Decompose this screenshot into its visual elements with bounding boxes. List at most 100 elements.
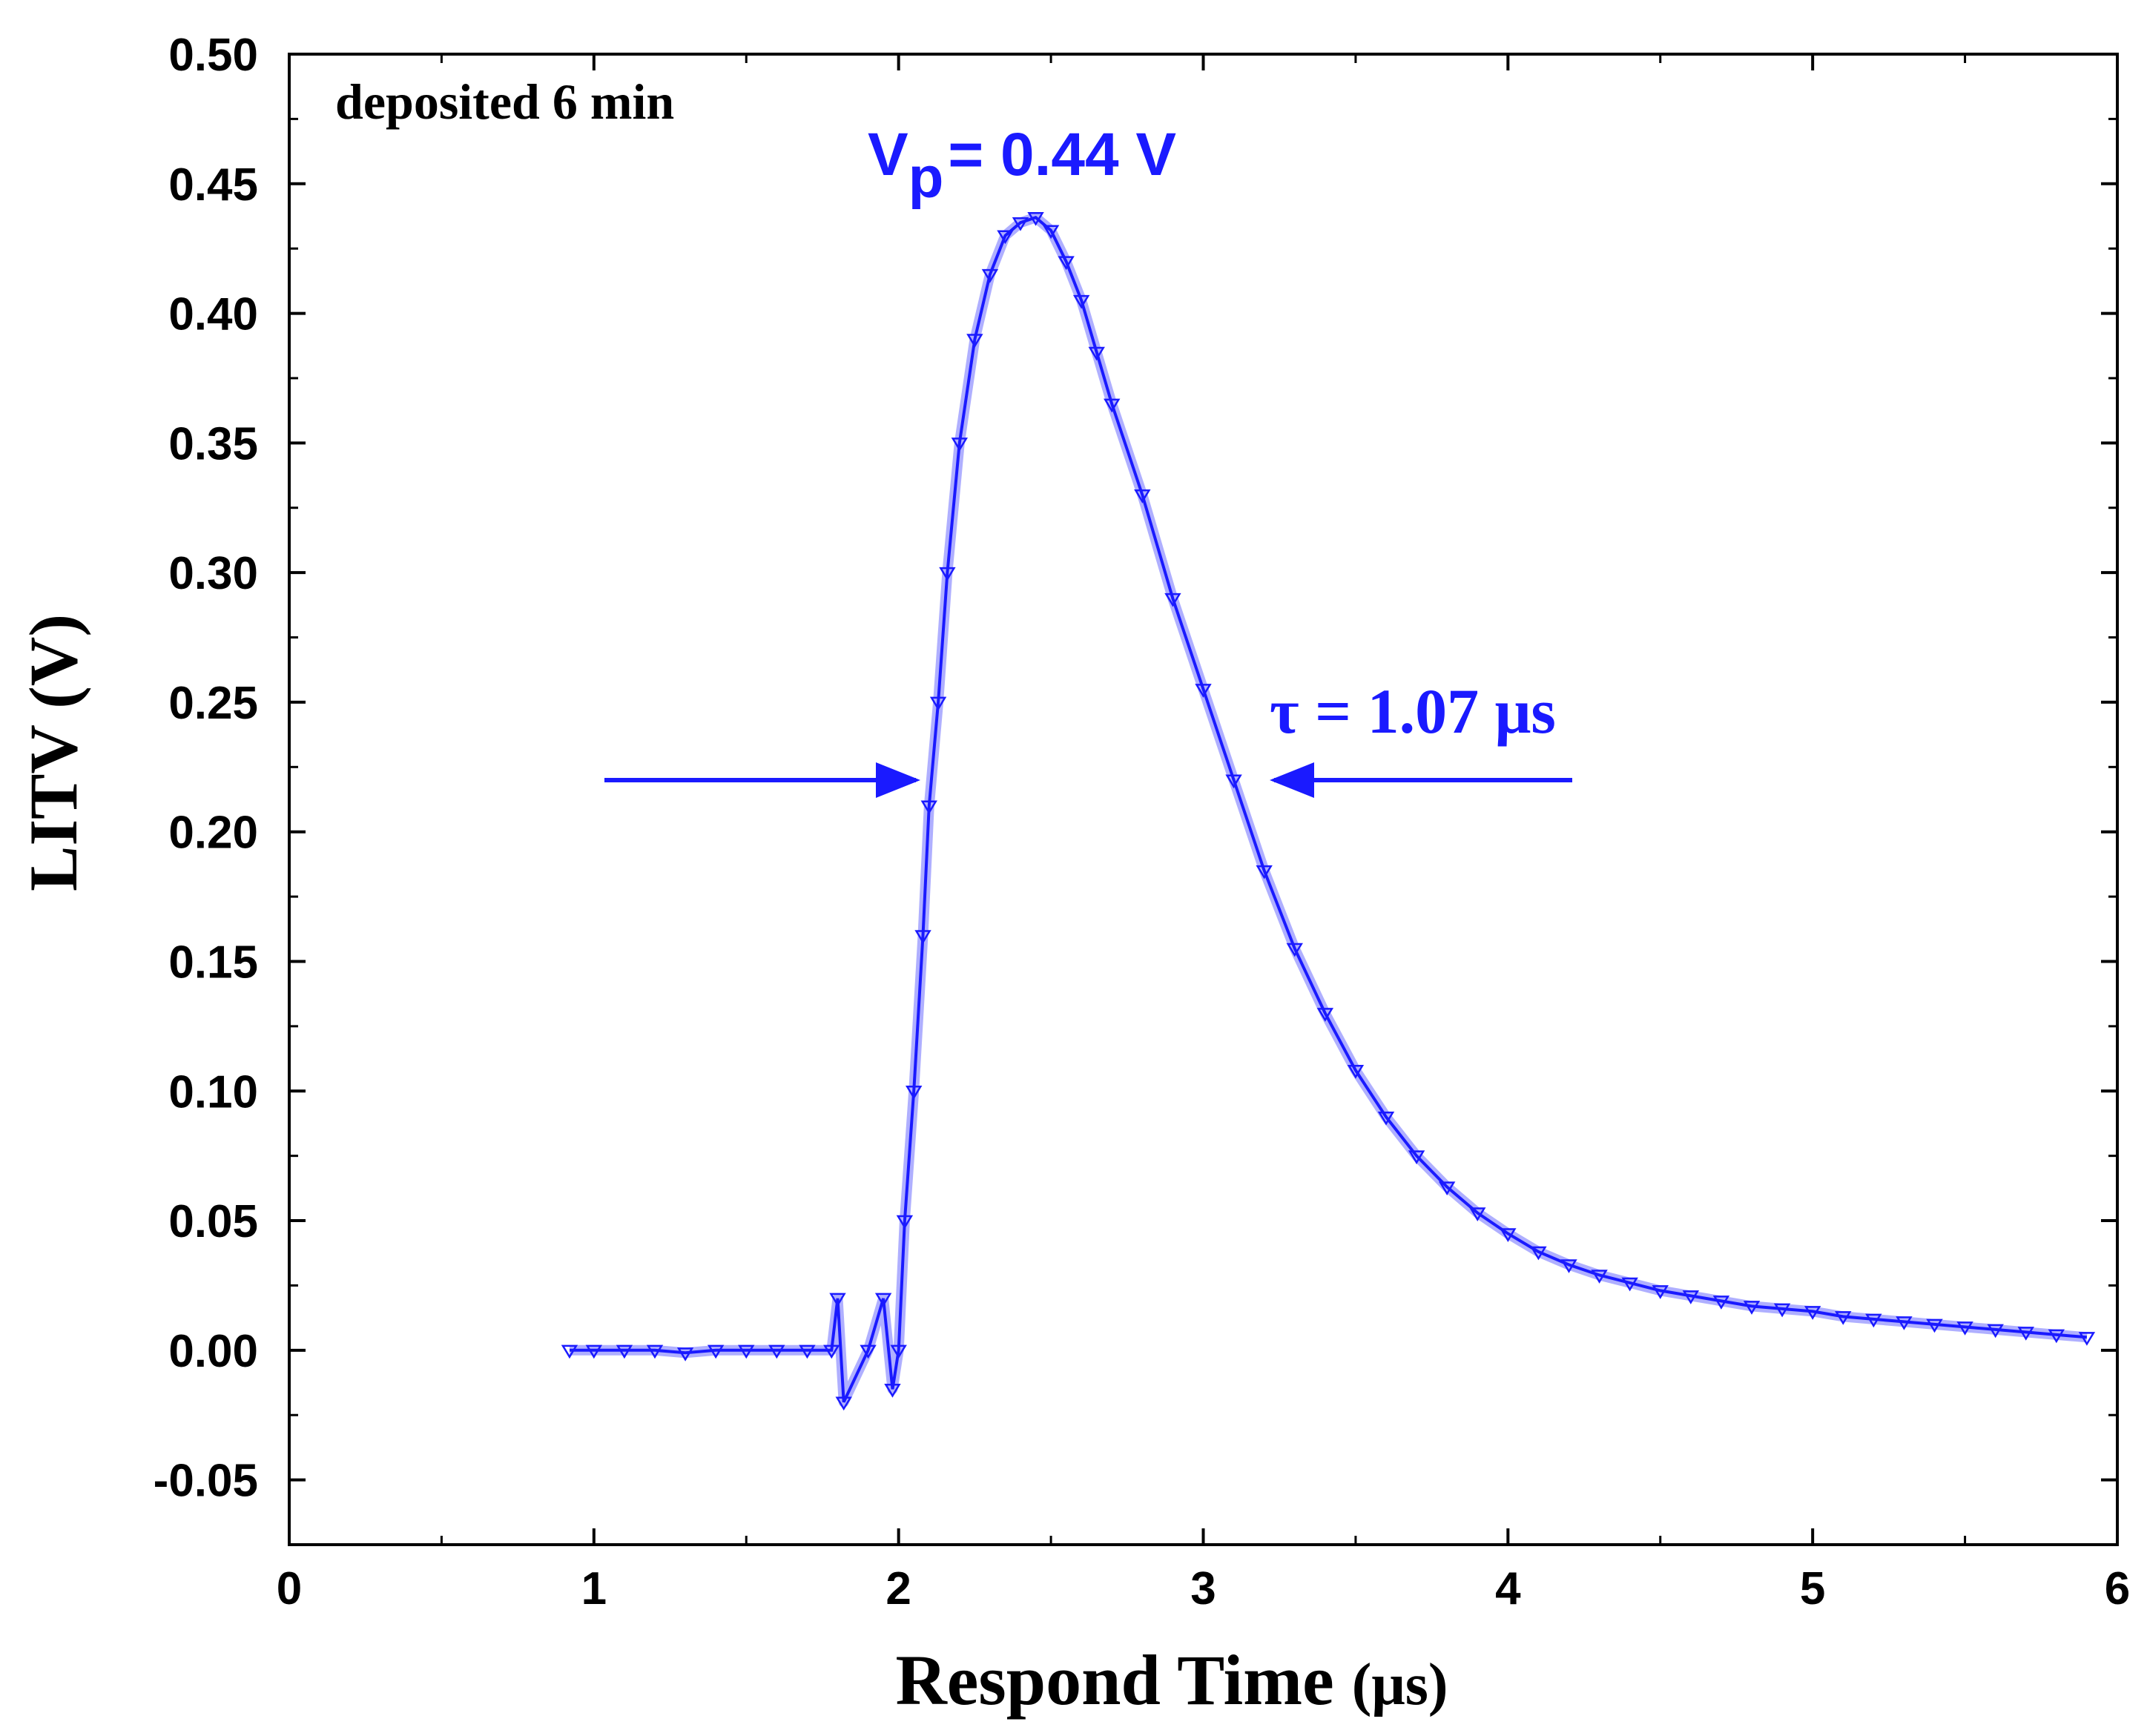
data-point	[738, 1344, 755, 1359]
data-point	[835, 1396, 852, 1411]
data-point	[1058, 256, 1075, 271]
y-tick-label: 0.50	[168, 30, 258, 81]
x-tick-label: 4	[1495, 1563, 1521, 1614]
data-point	[1027, 211, 1044, 226]
data-point	[1804, 1306, 1821, 1320]
x-tick-label: 3	[1190, 1563, 1216, 1614]
data-point	[1896, 1316, 1913, 1330]
data-point	[2078, 1332, 2096, 1346]
data-point	[920, 800, 937, 815]
data-point	[1712, 1296, 1730, 1310]
data-point	[1500, 1228, 1517, 1242]
data-point	[1652, 1285, 1669, 1299]
data-point	[1377, 1111, 1395, 1126]
data-point	[1408, 1150, 1425, 1165]
peak-v-value: = 0.44 V	[948, 121, 1176, 188]
data-point	[2048, 1329, 2065, 1344]
y-axis-title: LITV (V)	[16, 614, 91, 891]
data-point	[1347, 1065, 1365, 1079]
peak-voltage-annotation: Vp= 0.44 V	[868, 121, 1176, 210]
y-tick-label: 0.10	[168, 1066, 258, 1118]
data-point	[1987, 1324, 2004, 1339]
data-point	[884, 1384, 901, 1398]
data-point	[1621, 1277, 1638, 1292]
data-point	[1743, 1301, 1761, 1315]
x-tick-label: 5	[1800, 1563, 1825, 1614]
data-point	[997, 230, 1014, 245]
data-point	[874, 1293, 892, 1307]
data-point	[799, 1344, 816, 1359]
y-tick-label: 0.40	[168, 289, 258, 340]
data-point	[707, 1344, 725, 1359]
data-point	[1591, 1270, 1608, 1284]
data-point	[1225, 774, 1242, 789]
data-point	[951, 438, 969, 452]
data-point	[1104, 398, 1121, 413]
y-tick-label: -0.05	[154, 1456, 258, 1507]
y-axis-ticks	[289, 53, 2117, 1546]
tau-annotation: τ = 1.07 μs	[1270, 676, 1556, 747]
data-point	[1926, 1318, 1943, 1333]
data-point	[1956, 1321, 1973, 1336]
data-point	[1286, 943, 1303, 957]
y-tick-label: 0.15	[168, 937, 258, 988]
data-marks	[561, 211, 2096, 1411]
x-tick-label: 0	[277, 1563, 302, 1614]
data-point	[561, 1344, 578, 1359]
data-point	[1072, 294, 1090, 309]
peak-v-symbol: V	[868, 121, 908, 188]
y-tick-label: 0.05	[168, 1196, 258, 1247]
y-tick-label: 0.30	[168, 548, 258, 599]
y-tick-label: 0.45	[168, 159, 258, 211]
y-tick-label: 0.25	[168, 678, 258, 729]
data-point	[1256, 865, 1273, 879]
x-axis-title: Respond Time (μs)	[895, 1640, 1448, 1720]
x-axis-tick-labels: 0 1 2 3 4 5 6	[277, 1563, 2130, 1614]
data-point	[646, 1344, 664, 1359]
data-point	[890, 1344, 907, 1359]
series-band	[570, 212, 2088, 1407]
data-point	[1773, 1303, 1791, 1318]
x-axis-title-main: Respond Time	[895, 1640, 1333, 1720]
data-point	[1865, 1313, 1882, 1328]
data-point	[939, 567, 956, 581]
y-tick-label: 0.00	[168, 1326, 258, 1377]
y-axis-tick-labels: -0.05 0.00 0.05 0.10 0.15 0.20 0.25 0.30 0.35 0.4…	[154, 30, 258, 1507]
data-point	[2017, 1327, 2034, 1341]
data-point	[929, 696, 947, 711]
x-axis-ticks	[288, 54, 2119, 1545]
data-point	[1560, 1259, 1577, 1273]
x-tick-label: 1	[581, 1563, 607, 1614]
data-point	[906, 1086, 923, 1100]
data-point	[1042, 225, 1060, 240]
data-point	[1012, 217, 1029, 231]
peak-v-subscript: p	[908, 145, 944, 210]
data-point	[829, 1293, 846, 1307]
series-line	[570, 215, 2088, 1403]
data-point	[981, 268, 999, 283]
data-point	[1316, 1008, 1334, 1022]
data-point	[1195, 684, 1212, 698]
y-tick-label: 0.35	[168, 418, 258, 469]
data-point	[1682, 1290, 1700, 1304]
data-point	[1530, 1246, 1547, 1261]
data-point	[616, 1344, 633, 1359]
x-tick-label: 6	[2105, 1563, 2130, 1614]
data-point	[914, 930, 931, 944]
data-point	[1088, 346, 1105, 361]
y-tick-label: 0.20	[168, 808, 258, 859]
data-point	[768, 1344, 785, 1359]
data-point	[823, 1344, 840, 1359]
x-tick-label: 2	[885, 1563, 911, 1614]
data-point	[1134, 489, 1151, 504]
data-point	[585, 1344, 603, 1359]
data-point	[1469, 1207, 1486, 1221]
data-point	[676, 1347, 694, 1362]
sample-annotation: deposited 6 min	[335, 73, 674, 130]
data-point	[896, 1215, 914, 1230]
x-axis-title-unit: (μs)	[1352, 1652, 1448, 1717]
data-point	[1835, 1311, 1852, 1325]
data-point	[1438, 1181, 1456, 1196]
data-point	[860, 1344, 877, 1359]
